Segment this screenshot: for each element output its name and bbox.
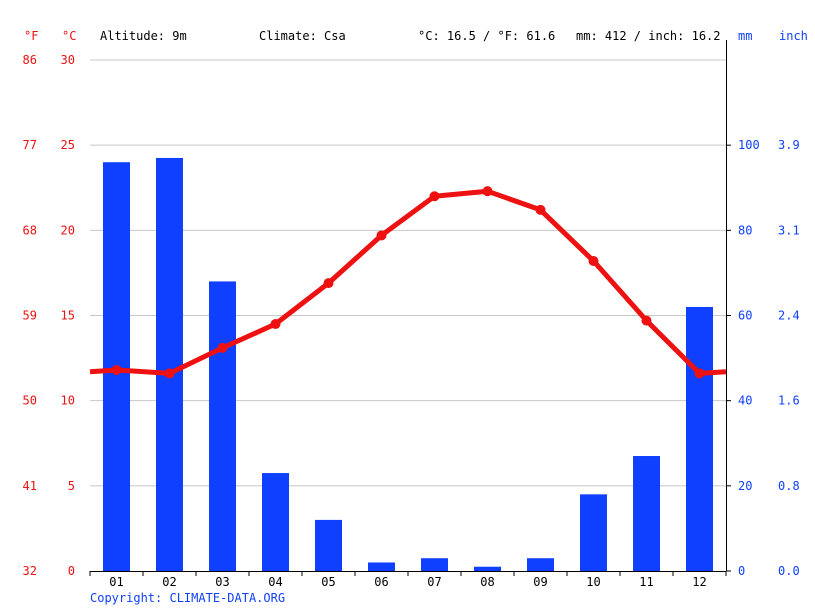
- inch-tick-label: 3.1: [778, 223, 800, 237]
- temperature-point: [164, 368, 175, 379]
- mm-tick-label: 100: [738, 138, 760, 152]
- inch-tick-label: 0.8: [778, 479, 800, 493]
- month-tick-label: 06: [374, 575, 388, 589]
- precipitation-bar: [209, 281, 236, 571]
- celsius-unit-label: °C: [62, 29, 76, 43]
- month-tick-label: 10: [586, 575, 600, 589]
- temperature-point: [641, 315, 652, 326]
- inch-tick-label: 3.9: [778, 138, 800, 152]
- mm-tick-label: 60: [738, 309, 752, 323]
- temperature-point: [217, 342, 228, 353]
- precipitation-bar: [686, 306, 713, 571]
- temperature-line-path: [89, 188, 727, 376]
- mm-tick-label: 40: [738, 394, 752, 408]
- axis-labels: 32 0 41 5 50 10 59 15 68 20 77 25 86 30 0 0.0 20 0.8 40 1.6…: [23, 53, 800, 589]
- inch-tick-label: 2.4: [778, 309, 800, 323]
- temperature-line: [89, 186, 727, 379]
- mm-tick-label: 80: [738, 223, 752, 237]
- month-tick-label: 03: [215, 575, 229, 589]
- fahrenheit-tick-label: 50: [23, 394, 37, 408]
- celsius-tick-label: 30: [61, 53, 75, 67]
- precipitation-bar: [315, 519, 342, 571]
- precipitation-bar: [156, 157, 183, 572]
- axes: [89, 40, 731, 576]
- month-tick-label: 04: [268, 575, 282, 589]
- fahrenheit-tick-label: 32: [23, 564, 37, 578]
- climate-label: Climate: Csa: [259, 29, 346, 43]
- fahrenheit-tick-label: 86: [23, 53, 37, 67]
- celsius-tick-label: 10: [61, 394, 75, 408]
- precipitation-bar: [633, 456, 660, 571]
- mm-unit-label: mm: [738, 29, 752, 43]
- temperature-point: [694, 368, 705, 379]
- temperature-point: [323, 278, 334, 289]
- precipitation-bar: [580, 494, 607, 571]
- temperature-point: [535, 204, 546, 215]
- precipitation-bars: [103, 157, 713, 572]
- temperature-point: [270, 319, 281, 330]
- precipitation-summary: mm: 412 / inch: 16.2: [576, 29, 721, 43]
- temperature-point: [111, 365, 122, 376]
- grid-lines: [90, 59, 726, 487]
- month-tick-label: 09: [533, 575, 547, 589]
- month-tick-label: 12: [692, 575, 706, 589]
- inch-unit-label: inch: [779, 29, 808, 43]
- precipitation-bar: [474, 566, 501, 571]
- month-tick-label: 07: [427, 575, 441, 589]
- month-tick-label: 05: [321, 575, 335, 589]
- fahrenheit-tick-label: 59: [23, 309, 37, 323]
- temperature-point: [482, 186, 493, 197]
- fahrenheit-tick-label: 41: [23, 479, 37, 493]
- celsius-tick-label: 5: [68, 479, 75, 493]
- altitude-label: Altitude: 9m: [100, 29, 187, 43]
- mm-tick-label: 0: [738, 564, 745, 578]
- fahrenheit-tick-label: 68: [23, 223, 37, 237]
- inch-tick-label: 1.6: [778, 394, 800, 408]
- precipitation-bar: [527, 558, 554, 571]
- temperature-point: [376, 230, 387, 241]
- temperature-point: [588, 255, 599, 266]
- inch-tick-label: 0.0: [778, 564, 800, 578]
- mm-tick-label: 20: [738, 479, 752, 493]
- fahrenheit-unit-label: °F: [24, 29, 38, 43]
- precipitation-bar: [421, 558, 448, 571]
- precipitation-bar: [262, 473, 289, 571]
- copyright-text: Copyright: CLIMATE-DATA.ORG: [90, 591, 286, 605]
- celsius-tick-label: 25: [61, 138, 75, 152]
- celsius-tick-label: 20: [61, 223, 75, 237]
- celsius-tick-label: 0: [68, 564, 75, 578]
- month-tick-label: 01: [109, 575, 123, 589]
- fahrenheit-tick-label: 77: [23, 138, 37, 152]
- temperature-summary: °C: 16.5 / °F: 61.6: [418, 29, 555, 43]
- month-tick-label: 02: [162, 575, 176, 589]
- precipitation-bar: [368, 562, 395, 571]
- temperature-point: [429, 191, 440, 202]
- celsius-tick-label: 15: [61, 309, 75, 323]
- month-tick-label: 11: [639, 575, 653, 589]
- month-tick-label: 08: [480, 575, 494, 589]
